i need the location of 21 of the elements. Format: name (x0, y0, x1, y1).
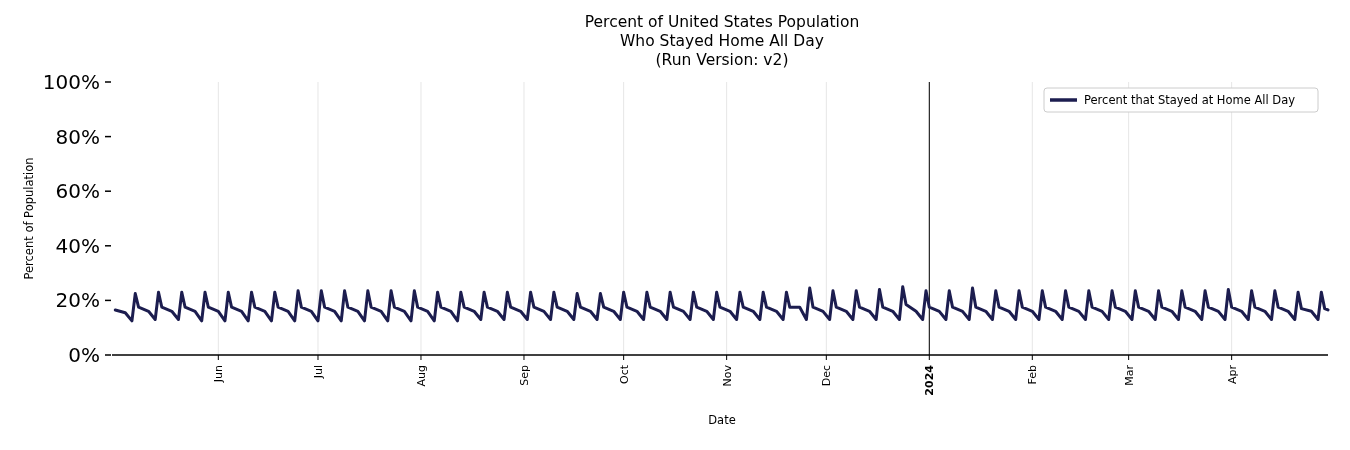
y-tick-label: 100% (42, 70, 100, 94)
x-tick-label: Sep (517, 364, 531, 386)
y-tick-label: 80% (55, 124, 100, 149)
x-tick-label: Mar (1122, 364, 1136, 386)
legend-label: Percent that Stayed at Home All Day (1084, 93, 1296, 107)
y-tick-label: 20% (55, 288, 100, 313)
x-tick-label: Jul (311, 365, 325, 380)
y-tick-label: 0% (68, 343, 100, 367)
x-tick-label: Apr (1225, 364, 1239, 385)
x-tick-label: Jun (212, 364, 226, 384)
y-axis-title: Percent of Population (22, 157, 36, 280)
chart-title: Percent of United States Population Who Stayed Home All Day (Run Version: v2) (584, 13, 860, 69)
x-tick-label: Aug (414, 365, 428, 387)
x-tick-label: Nov (720, 364, 734, 387)
x-tick-label: Oct (617, 364, 631, 385)
x-tick-label: Feb (1026, 364, 1040, 385)
y-tick-label: 40% (55, 233, 100, 258)
x-axis-title: Date (708, 413, 736, 427)
y-tick-label: 60% (55, 179, 100, 204)
x-tick-label: 2024 (923, 364, 937, 396)
x-tick-label: Dec (820, 365, 834, 387)
